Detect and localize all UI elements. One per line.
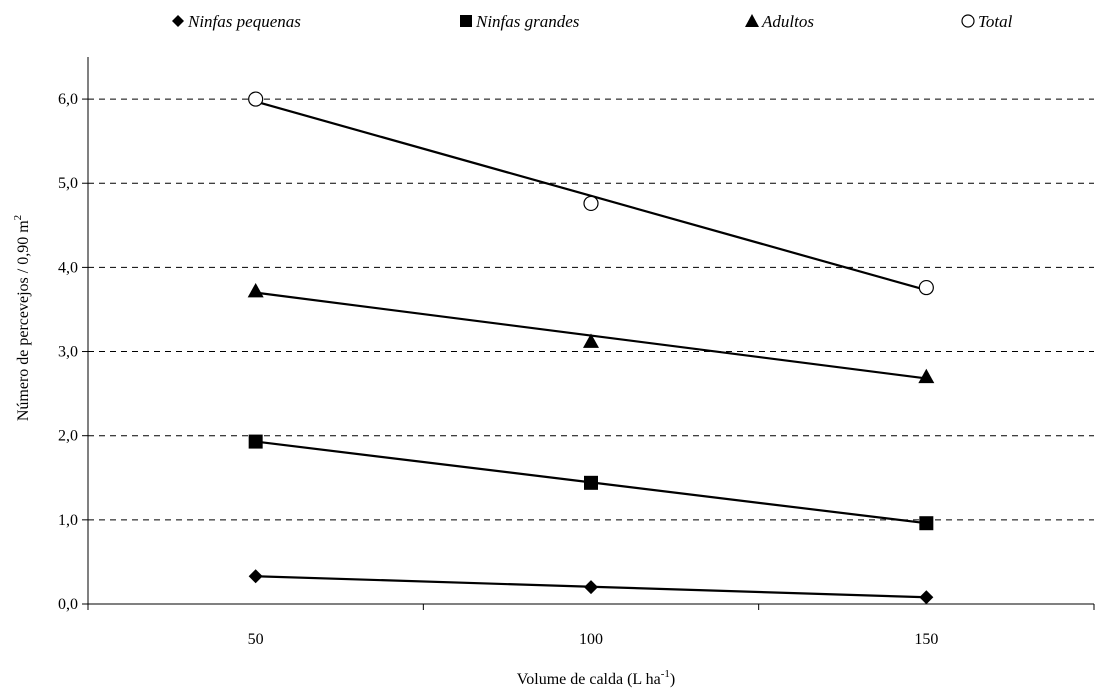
point-ninfas-grandes [584,475,598,490]
legend-marker-total [961,14,975,28]
gridlines [88,98,1094,521]
point-total [918,279,934,296]
legend-label-ninfas-pequenas: Ninfas pequenas [187,12,301,31]
point-adultos [918,368,935,384]
axes [82,57,1095,610]
x-tick-label: 100 [579,631,603,648]
x-tick-label: 150 [914,631,938,648]
point-ninfas-pequenas [919,590,934,605]
x-tick-label: 50 [248,631,264,648]
x-axis-label: Volume de calda (L ha-1) [517,668,675,688]
legend-marker-ninfas-pequenas [172,15,184,27]
legend-label-total: Total [978,12,1013,31]
legend-label-ninfas-grandes: Ninfas grandes [475,12,580,31]
trend-lines [255,100,927,599]
point-ninfas-grandes [248,434,263,449]
point-adultos [247,282,264,298]
point-ninfas-pequenas [248,569,263,584]
point-total [583,195,599,212]
y-tick-label: 4,0 [58,259,78,276]
legend-label-adultos: Adultos [761,12,814,31]
y-tick-labels: 0,0 1,0 2,0 3,0 4,0 5,0 6,0 [58,91,78,613]
legend-marker-ninfas-grandes [460,15,472,27]
y-tick-label: 6,0 [58,91,78,108]
data-markers [247,91,935,605]
y-tick-label: 5,0 [58,175,78,192]
point-ninfas-pequenas [584,580,598,595]
legend-marker-adultos [745,14,759,27]
point-total [248,91,264,107]
point-adultos [583,333,599,348]
legend: Ninfas pequenas Ninfas grandes Adultos Tota… [172,12,1013,31]
y-axis-label: Número de percevejos / 0,90 m2 [12,215,32,421]
x-tick-labels: 50 100 150 [248,631,939,648]
y-tick-label: 3,0 [58,344,78,361]
y-tick-label: 1,0 [58,512,78,529]
point-ninfas-grandes [919,516,934,531]
y-tick-label: 0,0 [58,596,78,613]
y-tick-label: 2,0 [58,428,78,445]
